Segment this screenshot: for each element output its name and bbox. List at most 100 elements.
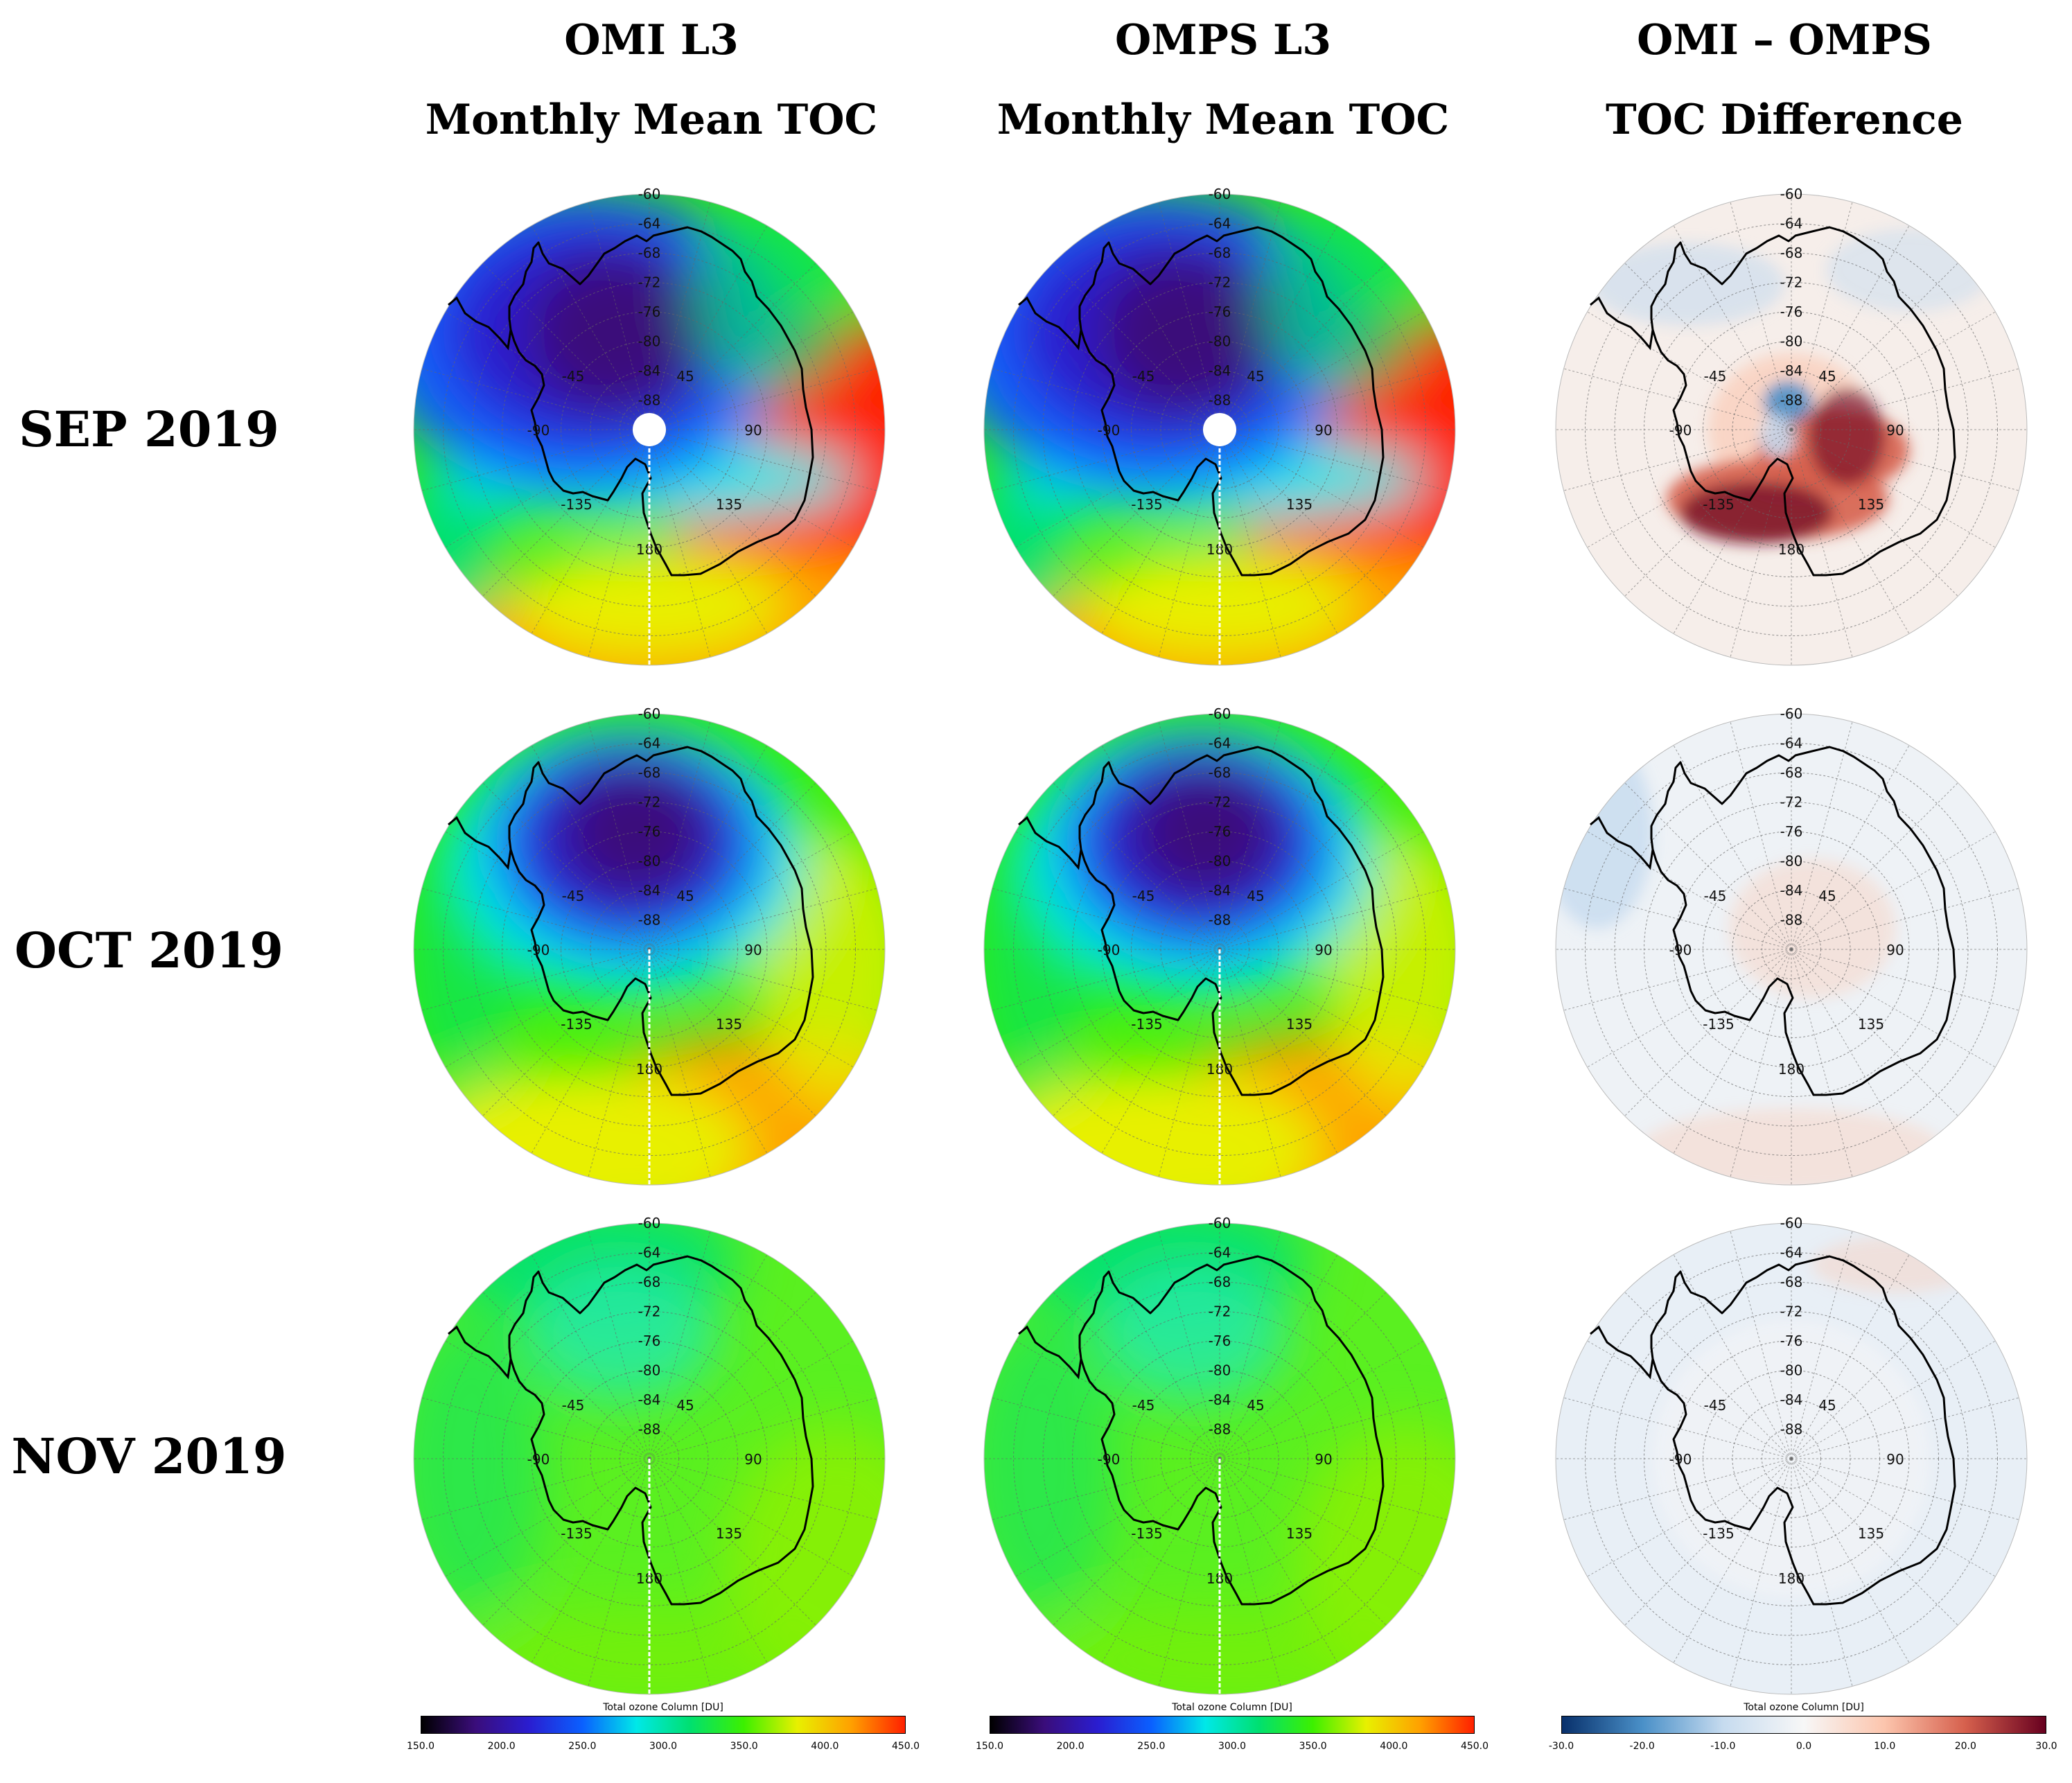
- row-label-sep: SEP 2019: [19, 401, 279, 458]
- longitude-label: -90: [1669, 1451, 1692, 1468]
- longitude-label: -90: [527, 942, 550, 958]
- longitude-label: -45: [1132, 888, 1155, 904]
- longitude-label: -135: [561, 1525, 592, 1542]
- latitude-label: -84: [1780, 882, 1803, 899]
- latitude-label: -64: [638, 735, 661, 752]
- colorbar-title: Total ozone Column [DU]: [1172, 1702, 1292, 1713]
- colorbar-tick-label: 30.0: [2035, 1741, 2057, 1752]
- latitude-label: -88: [1209, 1421, 1231, 1438]
- longitude-label: 135: [1286, 496, 1312, 513]
- latitude-label: -60: [638, 186, 661, 202]
- longitude-label: -90: [527, 422, 550, 439]
- map-sep-omps: -60-64-68-72-76-80-84-884590135180-135-9…: [977, 186, 1462, 672]
- longitude-label: 45: [1247, 888, 1264, 904]
- colorbar-tick-label: 250.0: [1137, 1741, 1166, 1752]
- colorbar-tick-label: 150.0: [406, 1741, 435, 1752]
- ozone-field: [984, 194, 1455, 665]
- latitude-label: -72: [1780, 274, 1803, 291]
- longitude-label: 45: [676, 888, 694, 904]
- colorbar-gradient: [421, 1716, 906, 1734]
- latitude-label: -64: [1209, 216, 1231, 232]
- longitude-label: 135: [716, 1016, 742, 1033]
- latitude-label: -76: [1209, 304, 1231, 320]
- latitude-label: -64: [1780, 735, 1803, 752]
- map-sep-omi: -60-64-68-72-76-80-84-884590135180-135-9…: [407, 186, 892, 672]
- row-label-nov: NOV 2019: [11, 1428, 287, 1485]
- graticule: [983, 193, 1456, 666]
- polar-night-mask: [1203, 413, 1236, 446]
- column-title-line1: OMPS L3: [1115, 16, 1331, 64]
- latitude-label: -80: [638, 333, 661, 350]
- latitude-label: -68: [1209, 1274, 1231, 1290]
- colorbar-tick-label: 250.0: [568, 1741, 597, 1752]
- map-labels: -60-64-68-72-76-80-84-884590135180-135-9…: [1669, 186, 1904, 558]
- longitude-label: 135: [716, 1525, 742, 1542]
- map-oct-diff: -60 -64 -68 -72 -76 -80 -84 -88 45 90 135 180 -135 -9…: [1549, 705, 2034, 1192]
- longitude-label: -45: [1132, 368, 1155, 385]
- column-title-diff: OMI – OMPS TOC Difference: [1521, 19, 2048, 141]
- column-title-line2: Monthly Mean TOC: [425, 96, 878, 144]
- longitude-label: 135: [716, 496, 742, 513]
- latitude-label: -80: [638, 853, 661, 870]
- latitude-label: -60: [1209, 1215, 1231, 1231]
- graticule: [413, 713, 886, 1186]
- longitude-label: 90: [1886, 942, 1904, 958]
- colorbar-tick-label: 300.0: [649, 1741, 678, 1752]
- antarctica-coastline: [1590, 1255, 1956, 1606]
- latitude-label: -76: [1209, 823, 1231, 840]
- longitude-label: 135: [1858, 1525, 1884, 1542]
- colorbar-tick-label: 10.0: [1874, 1741, 1896, 1752]
- latitude-label: -60: [638, 1215, 661, 1231]
- longitude-label: 135: [1858, 1016, 1884, 1033]
- column-title-line2: TOC Difference: [1606, 96, 1963, 144]
- longitude-label: 135: [1858, 496, 1884, 513]
- longitude-label: -90: [1098, 422, 1121, 439]
- longitude-label: -135: [561, 1016, 592, 1033]
- longitude-label: -45: [1704, 1397, 1727, 1414]
- map-labels: -60-64-68-72-76-80-84-884590135180-135-9…: [527, 1215, 762, 1587]
- latitude-label: -60: [1209, 705, 1231, 722]
- latitude-label: -72: [638, 1303, 661, 1320]
- antarctica-coastline: [1018, 226, 1385, 577]
- latitude-label: -84: [1780, 362, 1803, 379]
- latitude-label: -80: [1780, 1362, 1803, 1379]
- colorbar-tick-label: 200.0: [487, 1741, 516, 1752]
- latitude-label: -64: [1209, 735, 1231, 752]
- antarctica-coastline: [448, 1255, 814, 1606]
- antarctica-coastline: [448, 226, 814, 577]
- map-nov-diff: -60 -64 -68 -72 -76 -80 -84 -88 45 90 135 180 -135 -9…: [1549, 1215, 2034, 1701]
- colorbar-tick-label: -30.0: [1548, 1741, 1574, 1752]
- colorbar-gradient: [990, 1716, 1475, 1734]
- latitude-label: -60: [1780, 1215, 1803, 1231]
- colorbar-tick-label: 300.0: [1218, 1741, 1247, 1752]
- latitude-label: -72: [1209, 1303, 1231, 1320]
- latitude-label: -64: [1780, 216, 1803, 232]
- longitude-label: 90: [744, 1451, 762, 1468]
- colorbar-tick-label: -10.0: [1710, 1741, 1736, 1752]
- longitude-label: 90: [1886, 1451, 1904, 1468]
- antarctica-coastline: [1018, 1255, 1385, 1606]
- latitude-label: -76: [1209, 1333, 1231, 1349]
- longitude-label: -90: [1098, 942, 1121, 958]
- latitude-label: -60: [638, 705, 661, 722]
- latitude-label: -88: [1209, 392, 1231, 409]
- latitude-label: -60: [1780, 705, 1803, 722]
- latitude-label: -76: [1780, 304, 1803, 320]
- colorbar-tick-label: 20.0: [1954, 1741, 1976, 1752]
- colorbar-diff: Total ozone Column [DU] -30.0 -20.0 -10.0 0…: [1549, 1702, 2057, 1764]
- longitude-label: 180: [1778, 1061, 1805, 1078]
- latitude-label: -88: [1209, 912, 1231, 929]
- longitude-label: -45: [562, 1397, 585, 1414]
- latitude-label: -64: [1780, 1245, 1803, 1261]
- longitude-label: -45: [1132, 1397, 1155, 1414]
- latitude-label: -72: [1780, 1303, 1803, 1320]
- map-nov-omps: -60-64-68-72-76-80-84-884590135180-135-9…: [977, 1215, 1462, 1701]
- latitude-label: -84: [1780, 1391, 1803, 1408]
- longitude-label: 45: [1818, 1397, 1836, 1414]
- latitude-label: -84: [1209, 362, 1231, 379]
- latitude-label: -80: [1780, 333, 1803, 350]
- map-nov-omi: -60-64-68-72-76-80-84-884590135180-135-9…: [407, 1215, 892, 1701]
- graticule: [413, 193, 886, 666]
- latitude-label: -88: [638, 1421, 661, 1438]
